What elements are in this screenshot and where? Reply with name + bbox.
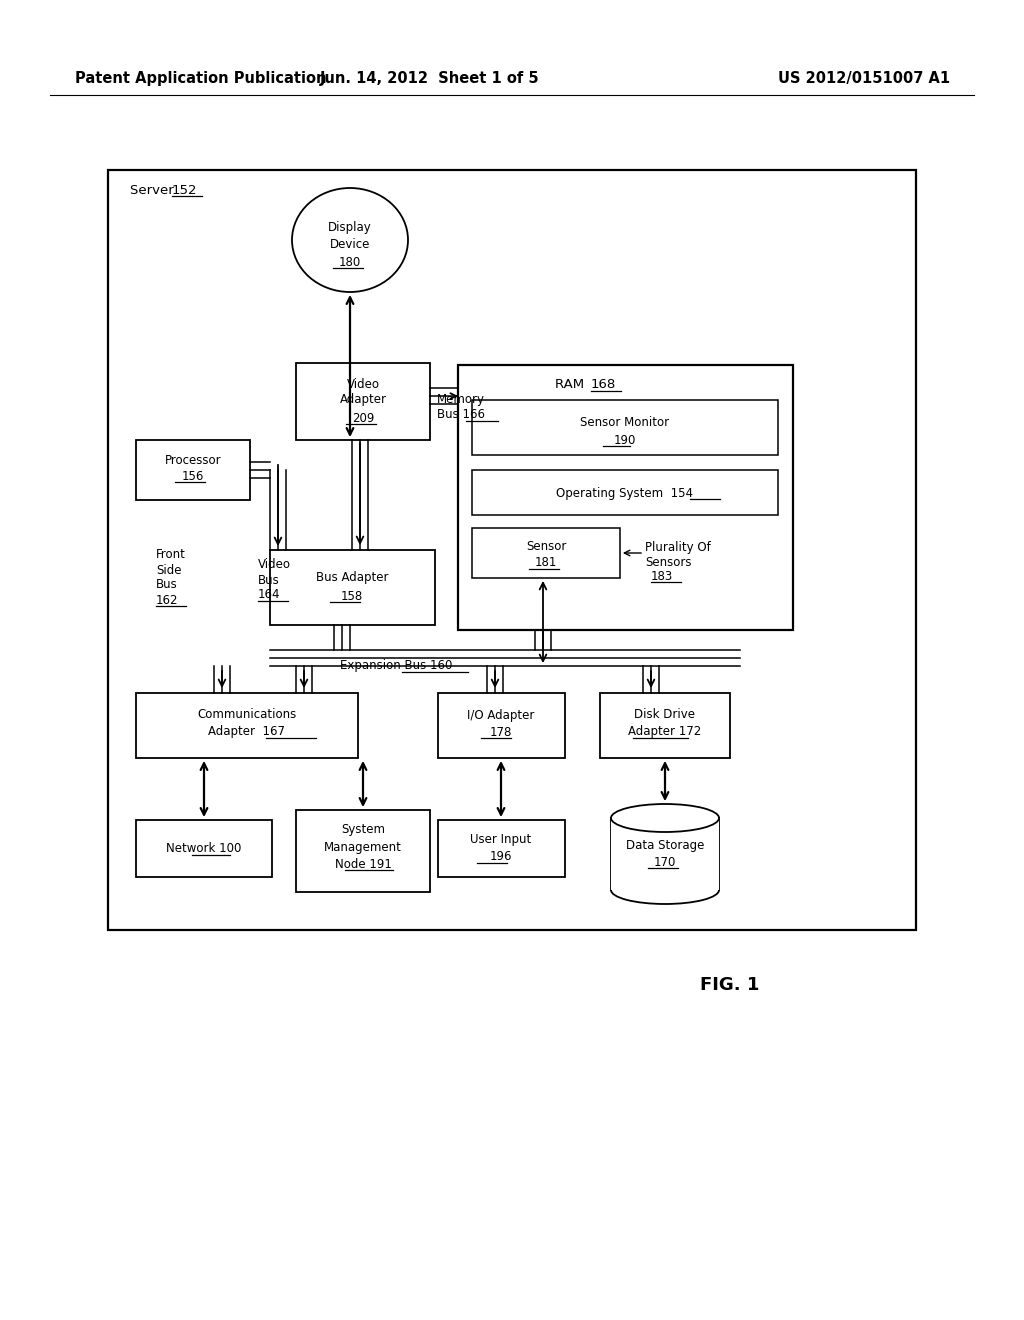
Text: 156: 156 [182,470,204,483]
Text: Patent Application Publication: Patent Application Publication [75,70,327,86]
Text: Operating System  154: Operating System 154 [556,487,693,499]
Text: 209: 209 [352,412,374,425]
Text: Sensors: Sensors [645,556,691,569]
Text: 196: 196 [489,850,512,863]
Bar [296,363,430,440]
Text: Plurality Of: Plurality Of [645,541,711,554]
Text: Sensor: Sensor [525,540,566,553]
Text: 164: 164 [258,589,281,602]
Text: Management: Management [324,841,402,854]
Bar [600,693,730,758]
Text: Bus 166: Bus 166 [437,408,485,421]
Text: 158: 158 [341,590,364,602]
Bar [472,400,778,455]
Text: Disk Drive: Disk Drive [635,709,695,722]
Bar [472,470,778,515]
Text: 180: 180 [339,256,361,268]
Bar [438,820,565,876]
Text: Display: Display [328,222,372,235]
Text: Video: Video [346,378,380,391]
Text: Sensor Monitor: Sensor Monitor [581,416,670,429]
Bar [136,693,358,758]
Text: Device: Device [330,239,371,252]
Text: Node 191: Node 191 [335,858,391,870]
Bar [438,693,565,758]
Text: Server: Server [130,183,178,197]
Text: Bus Adapter: Bus Adapter [315,572,388,585]
Text: 170: 170 [653,855,676,869]
Text: User Input: User Input [470,833,531,846]
Text: Adapter  167: Adapter 167 [209,726,286,738]
Text: Communications: Communications [198,709,297,722]
Bar [270,550,435,624]
Bar [472,528,620,578]
Text: System: System [341,824,385,837]
Bar [136,820,272,876]
Text: 178: 178 [489,726,512,738]
Text: Network 100: Network 100 [166,842,242,855]
Text: Adapter 172: Adapter 172 [629,726,701,738]
Text: Processor: Processor [165,454,221,466]
Text: 190: 190 [613,433,636,446]
Text: Expansion Bus 160: Expansion Bus 160 [340,660,453,672]
Text: 183: 183 [651,569,673,582]
Ellipse shape [611,804,719,832]
Text: Memory: Memory [437,393,485,407]
Text: Data Storage: Data Storage [626,840,705,853]
Ellipse shape [292,187,408,292]
Text: US 2012/0151007 A1: US 2012/0151007 A1 [778,70,950,86]
Bar [611,818,719,890]
Text: Front: Front [156,549,186,561]
Text: I/O Adapter: I/O Adapter [467,709,535,722]
Text: 168: 168 [591,379,616,392]
Text: FIG. 1: FIG. 1 [700,975,760,994]
Text: RAM: RAM [555,379,589,392]
Text: Jun. 14, 2012  Sheet 1 of 5: Jun. 14, 2012 Sheet 1 of 5 [321,70,540,86]
Text: Video: Video [258,558,291,572]
Bar [108,170,916,931]
Bar [296,810,430,892]
Bar [458,366,793,630]
Text: Side: Side [156,564,181,577]
Text: Bus: Bus [156,578,178,591]
Text: Bus: Bus [258,573,280,586]
Text: Adapter: Adapter [340,393,386,407]
Text: 181: 181 [535,557,557,569]
Text: 162: 162 [156,594,178,606]
Text: 152: 152 [172,183,198,197]
Bar [136,440,250,500]
